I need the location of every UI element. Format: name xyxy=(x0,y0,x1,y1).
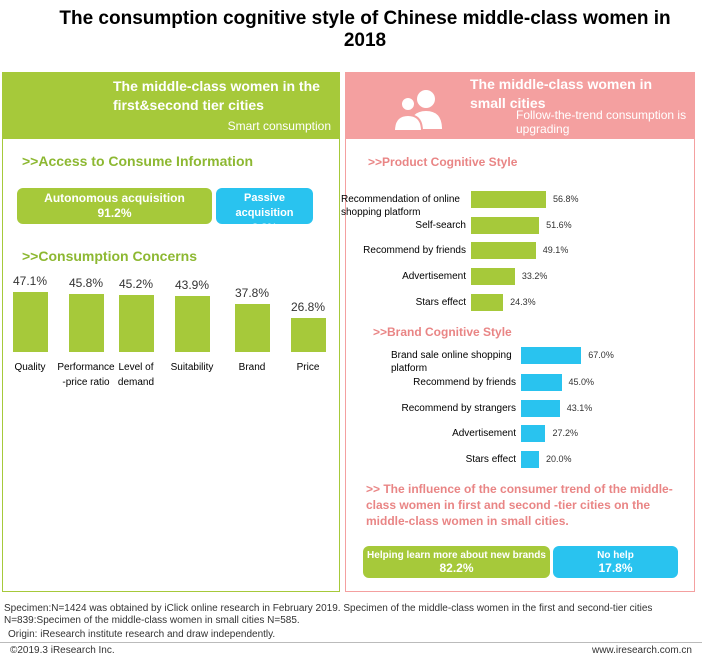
bar xyxy=(521,374,562,391)
access-box: Autonomous acquisition 91.2% xyxy=(17,188,212,224)
right-panel: The middle-class women in small cities F… xyxy=(345,72,695,592)
category-label: Recommend by friends xyxy=(363,245,466,256)
category-label: Brand sale online shopping platform xyxy=(391,350,512,374)
value-label: 43.1% xyxy=(566,403,593,413)
influence-label: No help xyxy=(597,550,634,561)
influence-value: 17.8% xyxy=(598,561,633,575)
value-label: 24.3% xyxy=(510,297,536,307)
bar xyxy=(471,217,540,234)
left-heading: The middle-class women in the first&seco… xyxy=(113,78,320,113)
page-title: The consumption cognitive style of Chine… xyxy=(59,8,671,51)
access-label: Passive acquisition xyxy=(235,192,294,219)
people-icon xyxy=(392,90,442,131)
value-label: 56.8% xyxy=(552,194,579,204)
category-label: Quality xyxy=(14,362,46,373)
footer-note: Specimen:N=1424 was obtained by iClick o… xyxy=(4,603,653,626)
category-label: Advertisement xyxy=(402,271,466,282)
right-heading: The middle-class women in small cities xyxy=(470,76,653,111)
value-label: 49.1% xyxy=(542,245,569,255)
access-box: Passive acquisition 8.8% xyxy=(216,188,313,234)
footer-rule xyxy=(0,642,702,643)
value-label: 45.8% xyxy=(68,275,104,290)
value-label: 45.2% xyxy=(118,276,154,291)
category-label: Stars effect xyxy=(465,454,516,465)
access-title: >>Access to Consume Information xyxy=(22,153,254,169)
right-header: The middle-class women in small cities F… xyxy=(346,73,694,139)
value-label: 47.1% xyxy=(12,274,48,289)
bar xyxy=(471,191,546,208)
bar xyxy=(521,425,546,442)
value-label: 51.6% xyxy=(546,220,572,230)
value-label: 37.8% xyxy=(234,285,270,300)
bar xyxy=(471,294,504,311)
value-label: 20.0% xyxy=(546,454,572,464)
chart-title: >>Consumption Concerns xyxy=(22,248,198,264)
bar xyxy=(521,347,582,364)
category-label: Recommendation of online shopping platfo… xyxy=(341,194,460,218)
bar xyxy=(174,296,210,352)
bar xyxy=(521,451,539,468)
access-value: 8.8% xyxy=(251,222,278,234)
category-label: Performance -price ratio xyxy=(57,362,115,388)
value-label: 27.2% xyxy=(552,428,578,438)
value-label: 67.0% xyxy=(588,350,614,360)
left-panel: The middle-class women in the first&seco… xyxy=(2,72,340,592)
bar xyxy=(68,293,104,352)
footer-note: Origin: iResearch institute research and… xyxy=(8,629,276,640)
category-label: Advertisement xyxy=(452,428,516,439)
category-label: Level of demand xyxy=(117,362,155,388)
value-label: 33.2% xyxy=(521,271,548,281)
left-subheading: Smart consumption xyxy=(227,119,331,133)
chart-title: >>Brand Cognitive Style xyxy=(373,325,512,339)
bar xyxy=(521,400,560,417)
left-header: The middle-class women in the first&seco… xyxy=(3,73,339,139)
bar xyxy=(12,292,48,352)
access-label: Autonomous acquisition xyxy=(44,191,185,205)
influence-box: Helping learn more about new brands 82.2… xyxy=(363,546,550,578)
influence-value: 82.2% xyxy=(439,561,474,575)
access-value: 91.2% xyxy=(97,206,132,220)
bar xyxy=(234,303,270,352)
value-label: 43.9% xyxy=(174,278,210,293)
value-label: 26.8% xyxy=(290,299,326,314)
category-label: Recommend by strangers xyxy=(401,403,517,414)
category-label: Self-search xyxy=(415,220,466,231)
category-label: Price xyxy=(296,362,320,373)
influence-box: No help 17.8% xyxy=(553,546,678,578)
bar xyxy=(471,268,515,285)
category-label: Suitability xyxy=(170,362,214,373)
category-label: Stars effect xyxy=(415,297,466,308)
bar xyxy=(471,242,536,259)
bar xyxy=(290,317,326,352)
category-label: Recommend by friends xyxy=(413,377,516,388)
chart-title: >>Product Cognitive Style xyxy=(368,155,518,169)
website: www.iresearch.com.cn xyxy=(591,645,692,656)
category-label: Brand xyxy=(238,362,266,373)
copyright: ©2019.3 iResearch Inc. xyxy=(10,645,115,656)
value-label: 45.0% xyxy=(568,377,595,387)
right-subheading: Follow-the-trend consumption is upgradin… xyxy=(516,108,687,136)
influence-label: Helping learn more about new brands xyxy=(367,550,546,561)
influence-title: >> The influence of the consumer trend o… xyxy=(366,482,673,528)
bar xyxy=(118,294,154,352)
